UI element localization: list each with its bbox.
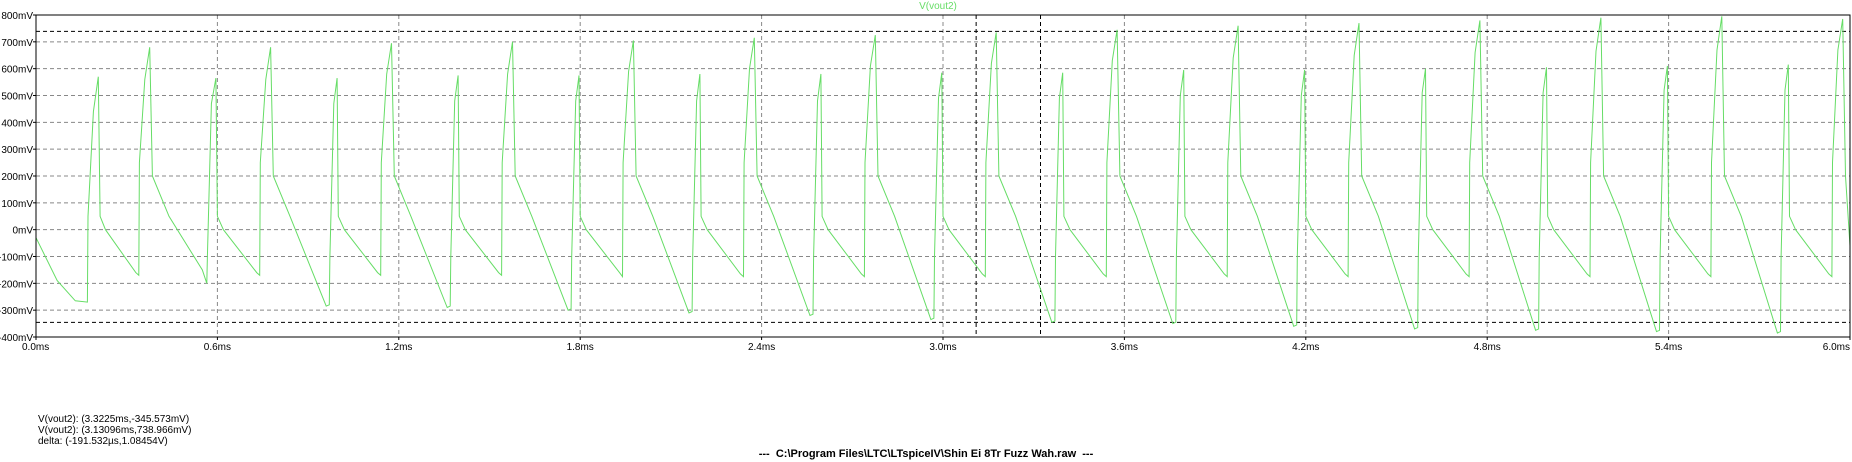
y-tick-label: 800mV [1,11,33,22]
plot-frame [35,14,1851,338]
x-tick-label: 4.8ms [1474,342,1501,353]
trace-title[interactable]: V(vout2) [919,1,957,12]
x-tick-label: 0.0ms [22,342,49,353]
y-axis-labels: 800mV 700mV 600mV 500mV 400mV 300mV 200mV 100mV… [0,11,33,344]
y-tick-label: 100mV [1,199,33,210]
x-tick-label: 5.4ms [1655,342,1682,353]
x-tick-label: 6.0ms [1823,342,1850,353]
x-tick-label: 2.4ms [748,342,775,353]
y-tick-label: 600mV [1,65,33,76]
y-tick-label: -100mV [0,253,33,264]
x-tick-label: 1.8ms [567,342,594,353]
y-tick-label: 0mV [12,226,33,237]
x-tick-label: 3.0ms [929,342,956,353]
delta-readout: delta: (-191.532µs,1.08454V) [38,436,168,447]
cursor-readout: V(vout2): (3.3225ms,-345.573mV) V(vout2)… [38,414,191,447]
series-line-vout2 [35,16,1851,334]
x-tick-label: 0.6ms [204,342,231,353]
cursor-lines[interactable] [36,15,1850,337]
y-tick-label: 700mV [1,38,33,49]
y-tick-label: 400mV [1,118,33,129]
y-tick-label: 300mV [1,145,33,156]
cursor2-readout: V(vout2): (3.13096ms,738.966mV) [38,425,192,436]
raw-file-path: --- C:\Program Files\LTC\LTspiceIV\Shin … [758,448,1094,460]
y-tick-label: -300mV [0,306,33,317]
cursor1-readout: V(vout2): (3.3225ms,-345.573mV) [38,414,190,425]
y-tick-label: 200mV [1,172,33,183]
x-tick-label: 4.2ms [1292,342,1319,353]
y-tick-label: -400mV [0,333,33,344]
y-tick-label: 500mV [1,92,33,103]
x-tick-label: 1.2ms [385,342,412,353]
y-tick-label: -200mV [0,279,33,290]
grid-lines [33,14,1851,340]
waveform-plot[interactable]: V(vout2) 800mV 700mV 600mV 500mV 400mV 300mV 2… [0,0,1852,410]
x-axis-labels: 0.0ms 0.6ms 1.2ms 1.8ms 2.4ms 3.0ms 3.6ms 4.2ms… [22,342,1850,353]
x-tick-label: 3.6ms [1111,342,1138,353]
